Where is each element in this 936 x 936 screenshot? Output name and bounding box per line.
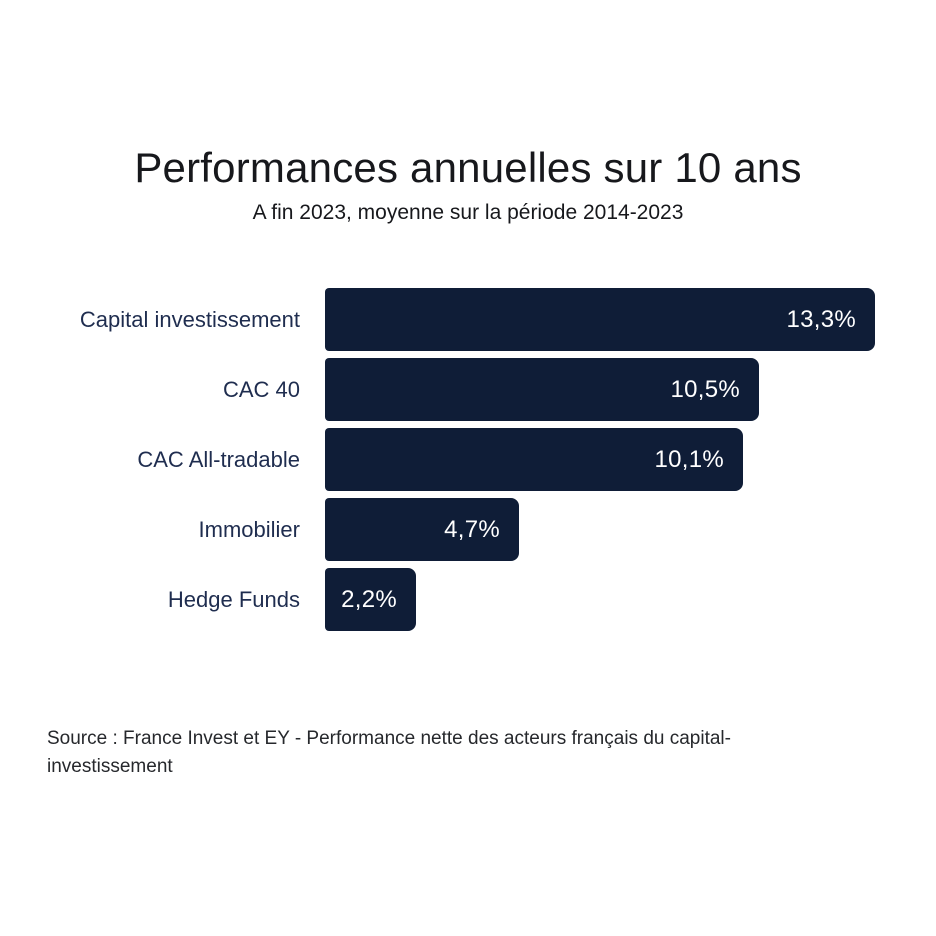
chart-subtitle: A fin 2023, moyenne sur la période 2014-… [252, 201, 684, 224]
value-label: 10,5% [670, 375, 740, 403]
source-line: Source : France Invest et EY - Performan… [47, 728, 731, 749]
category-label: Immobilier [198, 516, 300, 542]
value-label: 13,3% [786, 305, 856, 333]
bar: 13,3% [325, 288, 875, 351]
chart-row: Capital investissement 13,3% [0, 288, 936, 351]
chart-row: CAC All-tradable 10,1% [0, 428, 936, 491]
category-label: CAC All-tradable [137, 446, 300, 472]
category-label: Hedge Funds [167, 586, 300, 612]
bar: 10,5% [325, 358, 759, 421]
source-note: Source : France Invest et EY - Performan… [47, 725, 847, 781]
category-label: Capital investissement [79, 306, 300, 332]
bar: 2,2% [325, 568, 416, 631]
value-label: 10,1% [654, 445, 724, 473]
chart-row: CAC 40 10,5% [0, 358, 936, 421]
chart-row: Immobilier 4,7% [0, 498, 936, 561]
value-label: 2,2% [341, 585, 397, 613]
bar: 4,7% [325, 498, 519, 561]
value-label: 4,7% [444, 515, 500, 543]
category-label: CAC 40 [222, 376, 300, 402]
chart-title: Performances annuelles sur 10 ans [134, 144, 802, 191]
bar: 10,1% [325, 428, 743, 491]
chart-row: Hedge Funds 2,2% [0, 568, 936, 631]
source-line: investissement [47, 756, 173, 777]
